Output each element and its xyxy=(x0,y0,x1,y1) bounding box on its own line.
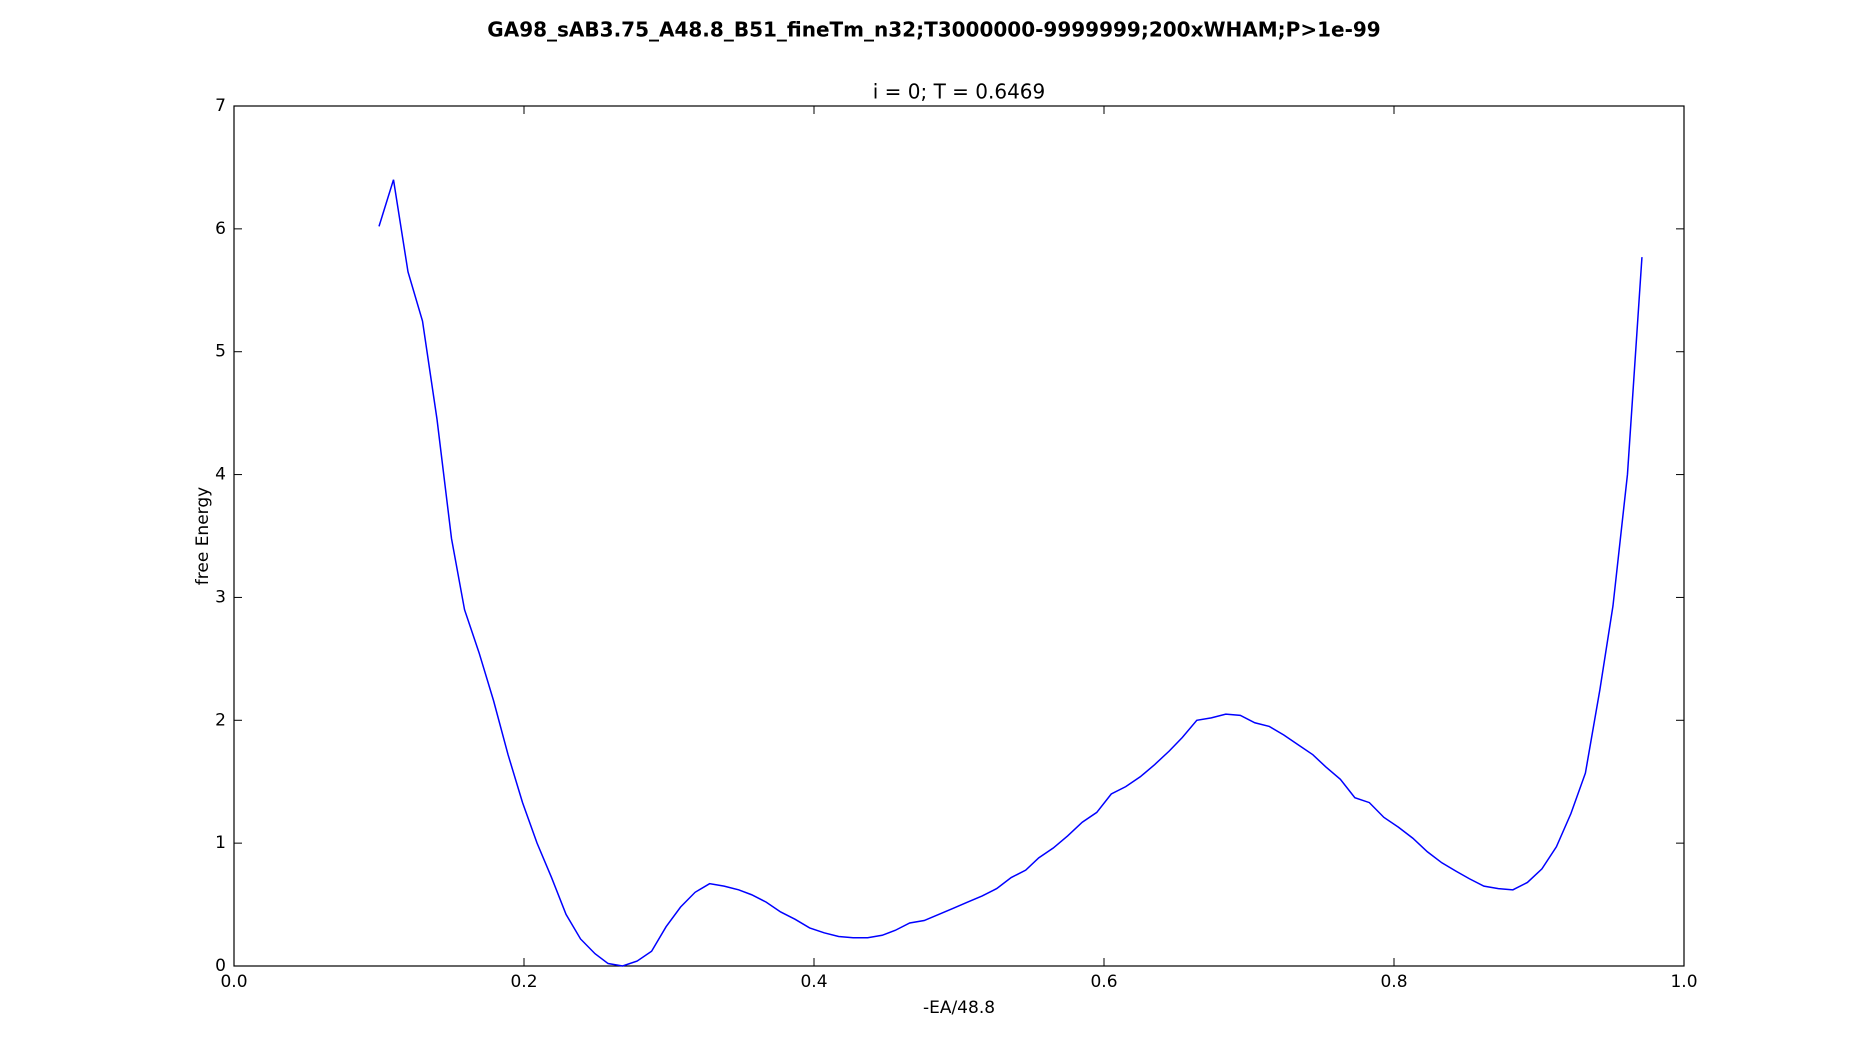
chart-subtitle: i = 0; T = 0.6469 xyxy=(873,80,1046,104)
x-tick-label: 0.8 xyxy=(1380,972,1407,992)
x-tick-label: 0.0 xyxy=(220,972,247,992)
y-tick-label: 0 xyxy=(215,956,226,976)
data-line xyxy=(378,179,1643,967)
x-tick-label: 0.6 xyxy=(1090,972,1117,992)
y-tick-label: 2 xyxy=(215,710,226,730)
y-tick-label: 6 xyxy=(215,219,226,239)
x-tick-label: 0.4 xyxy=(800,972,827,992)
x-tick-label: 1.0 xyxy=(1670,972,1697,992)
x-axis-label: -EA/48.8 xyxy=(923,998,995,1018)
y-tick-label: 1 xyxy=(215,833,226,853)
y-tick-label: 4 xyxy=(215,465,226,485)
y-tick-label: 3 xyxy=(215,587,226,607)
y-tick-label: 5 xyxy=(215,342,226,362)
chart-title: GA98_sAB3.75_A48.8_B51_fineTm_n32;T30000… xyxy=(487,18,1380,42)
x-tick-label: 0.2 xyxy=(510,972,537,992)
y-tick-label: 7 xyxy=(215,96,226,116)
plot-frame xyxy=(233,105,1685,967)
y-axis-label: free Energy xyxy=(193,487,213,585)
